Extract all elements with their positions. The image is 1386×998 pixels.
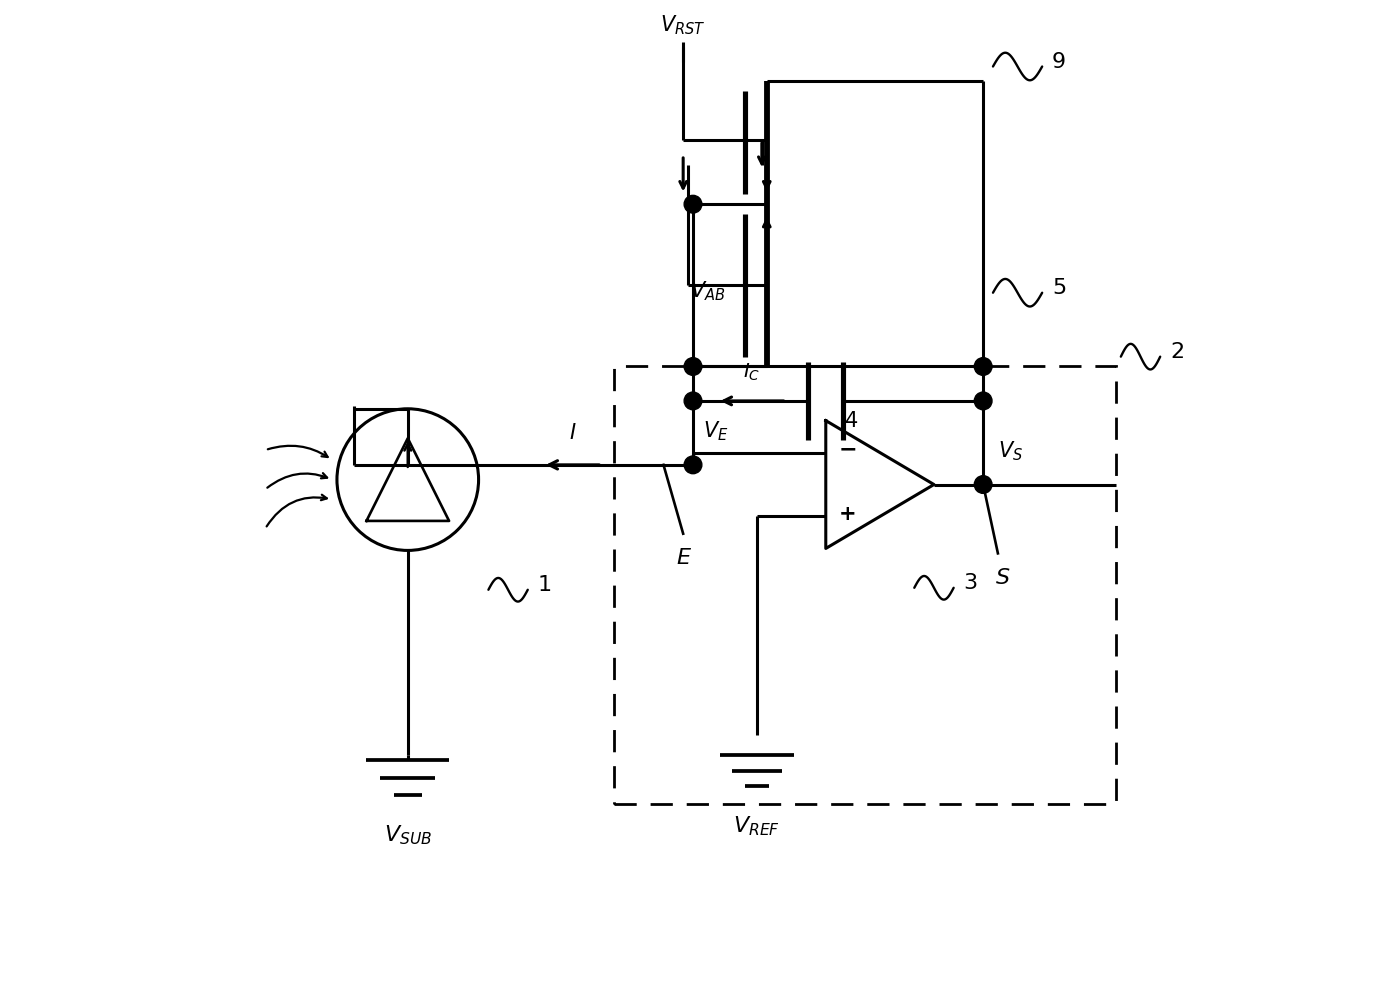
Text: $V_{SUB}$: $V_{SUB}$ xyxy=(384,824,432,847)
Text: 4: 4 xyxy=(845,411,859,431)
Text: 2: 2 xyxy=(1170,341,1184,361)
Text: 1: 1 xyxy=(538,575,552,595)
Circle shape xyxy=(974,357,992,375)
Circle shape xyxy=(685,357,701,375)
Bar xyxy=(614,366,1116,804)
Text: E: E xyxy=(676,549,690,569)
Text: $I_C$: $I_C$ xyxy=(743,362,761,383)
Text: $V_S$: $V_S$ xyxy=(998,439,1023,463)
Circle shape xyxy=(685,196,701,213)
Circle shape xyxy=(974,476,992,493)
Text: I: I xyxy=(570,423,575,443)
Text: S: S xyxy=(995,568,1010,588)
Text: $V_E$: $V_E$ xyxy=(703,419,728,443)
Text: $V_{RST}$: $V_{RST}$ xyxy=(660,13,705,37)
Text: $V_{REF}$: $V_{REF}$ xyxy=(733,814,780,837)
Text: 3: 3 xyxy=(963,573,977,593)
Circle shape xyxy=(974,392,992,410)
Text: 5: 5 xyxy=(1052,277,1066,297)
Circle shape xyxy=(685,456,701,474)
Circle shape xyxy=(685,392,701,410)
Text: −: − xyxy=(839,439,857,460)
Text: +: + xyxy=(839,504,857,524)
Text: $V_{AB}$: $V_{AB}$ xyxy=(690,279,725,302)
Text: 9: 9 xyxy=(1052,52,1066,72)
